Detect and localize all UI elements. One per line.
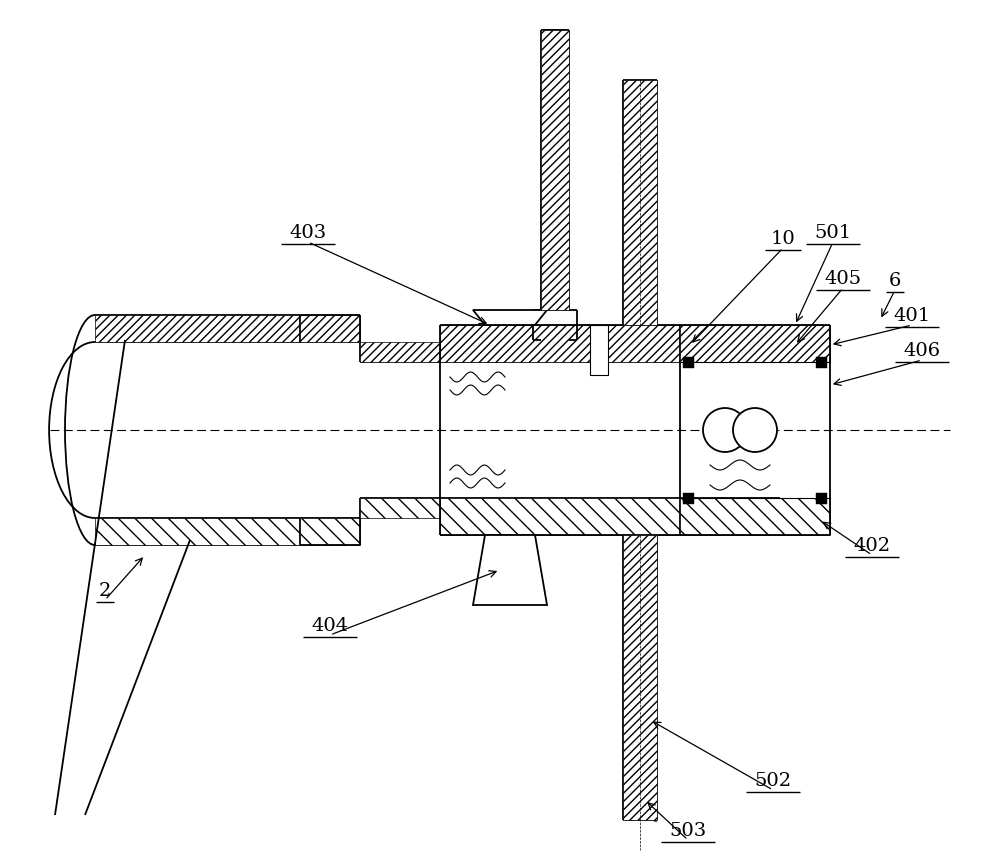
Polygon shape bbox=[680, 498, 830, 535]
Bar bbox=[816, 493, 827, 504]
Text: 6: 6 bbox=[889, 272, 901, 290]
Polygon shape bbox=[95, 315, 300, 342]
Text: 402: 402 bbox=[853, 537, 891, 555]
Polygon shape bbox=[541, 30, 569, 310]
Polygon shape bbox=[440, 498, 680, 535]
Polygon shape bbox=[440, 325, 680, 362]
Text: 401: 401 bbox=[893, 307, 931, 325]
Text: 502: 502 bbox=[754, 772, 792, 790]
Polygon shape bbox=[300, 315, 360, 342]
Polygon shape bbox=[623, 80, 657, 325]
Text: 403: 403 bbox=[289, 224, 327, 242]
Circle shape bbox=[703, 408, 747, 452]
Text: 501: 501 bbox=[814, 224, 852, 242]
Polygon shape bbox=[680, 325, 830, 362]
Polygon shape bbox=[473, 310, 547, 325]
Text: 404: 404 bbox=[311, 617, 349, 635]
Bar bbox=[683, 357, 694, 368]
Polygon shape bbox=[360, 498, 440, 518]
Text: 503: 503 bbox=[669, 822, 707, 840]
Polygon shape bbox=[360, 342, 440, 362]
Text: 405: 405 bbox=[824, 270, 862, 288]
Text: 2: 2 bbox=[99, 582, 111, 600]
Polygon shape bbox=[95, 518, 300, 545]
Polygon shape bbox=[623, 535, 657, 820]
Bar bbox=[590, 325, 608, 375]
Polygon shape bbox=[300, 518, 360, 545]
Polygon shape bbox=[473, 535, 547, 605]
Bar bbox=[816, 357, 827, 368]
Text: 406: 406 bbox=[903, 342, 941, 360]
Bar bbox=[683, 493, 694, 504]
Circle shape bbox=[733, 408, 777, 452]
Text: 10: 10 bbox=[771, 230, 795, 248]
